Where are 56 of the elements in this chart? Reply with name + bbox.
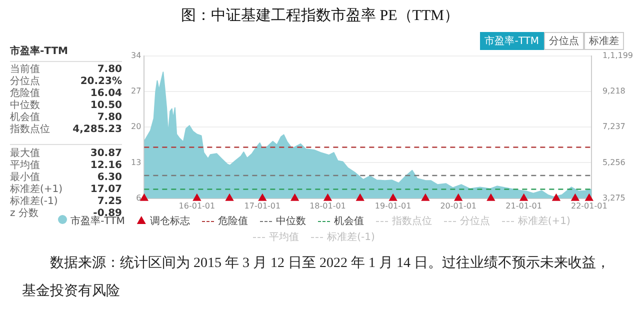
text: 12.16	[90, 160, 122, 172]
y2-tick-label: 3,275	[602, 193, 626, 202]
text: 标准差(+1)	[516, 214, 570, 228]
text: 4,285.23	[72, 124, 122, 136]
y-tick-label: 27	[130, 86, 142, 96]
text: 16.04	[90, 88, 122, 100]
y-tick-label: 13	[130, 158, 142, 167]
text: 10.50	[90, 100, 122, 112]
text: z 分数	[10, 208, 38, 220]
x-tick-label: 18-01-01	[310, 201, 346, 210]
text: 分位点	[458, 214, 490, 228]
text: 市盈率-TTM	[10, 44, 122, 62]
x-tick-label: 16-01-01	[178, 201, 216, 210]
text: 标准差	[584, 32, 624, 50]
x-tick-label: 21-01-01	[506, 201, 542, 210]
text: 6.30	[97, 172, 122, 184]
y-tick-label: 34	[130, 50, 142, 60]
x-tick-label: 19-01-01	[374, 201, 412, 210]
text: 标准差(-1)	[10, 196, 58, 208]
text: 危险值	[10, 88, 40, 100]
y2-tick-label: 9,218	[602, 86, 626, 96]
chart-title: 图：中证基建工程指数市盈率 PE（TTM）	[180, 6, 460, 25]
text: 平均值	[10, 160, 40, 172]
text: 当前值	[10, 64, 40, 76]
text: 分位点	[10, 76, 40, 88]
text: 市盈率-TTM	[480, 32, 544, 50]
legend-label: 市盈率-TTM	[70, 216, 125, 228]
x-tick-label: 22-01-01	[570, 201, 608, 210]
text: 标准差(+1)	[10, 184, 63, 196]
legend-label: 危险值	[216, 215, 248, 228]
x-tick-label: 17-01-01	[244, 201, 281, 210]
text: 指数点位	[10, 124, 50, 136]
text: 中位数	[10, 100, 40, 112]
text: 机会值	[10, 112, 40, 124]
y-tick-label: 20	[130, 122, 142, 132]
y2-tick-label: 1,1,199	[602, 50, 634, 60]
y-tick-label: 6	[136, 193, 142, 202]
text: 17.07	[90, 184, 122, 196]
text: 7.80	[97, 64, 122, 76]
text: 最大值	[10, 148, 40, 160]
x-tick-label: 20-01-01	[440, 201, 477, 210]
legend-label: 调仓标志	[148, 214, 190, 228]
text: 7.80	[97, 112, 122, 124]
legend-label: 机会值	[332, 214, 364, 228]
source-note: 数据来源：统计区间为 2015 年 3 月 12 日至 2022 年 1 月 14 日。过往业绩不预示未来收益，基金投资有风险	[22, 254, 611, 301]
text: 20.23%	[80, 76, 122, 88]
text: 30.87	[90, 148, 122, 160]
legend-label: 中位数	[274, 214, 306, 228]
text: 指数点位	[390, 214, 432, 228]
text: 标准差(-1)	[326, 230, 375, 244]
text: 分位点	[544, 32, 584, 50]
y2-tick-label: 7,237	[602, 122, 626, 132]
text: 平均值	[268, 231, 300, 244]
y2-tick-label: 5,256	[602, 158, 626, 167]
text: 最小值	[10, 172, 40, 184]
text: 7.25	[97, 196, 122, 208]
